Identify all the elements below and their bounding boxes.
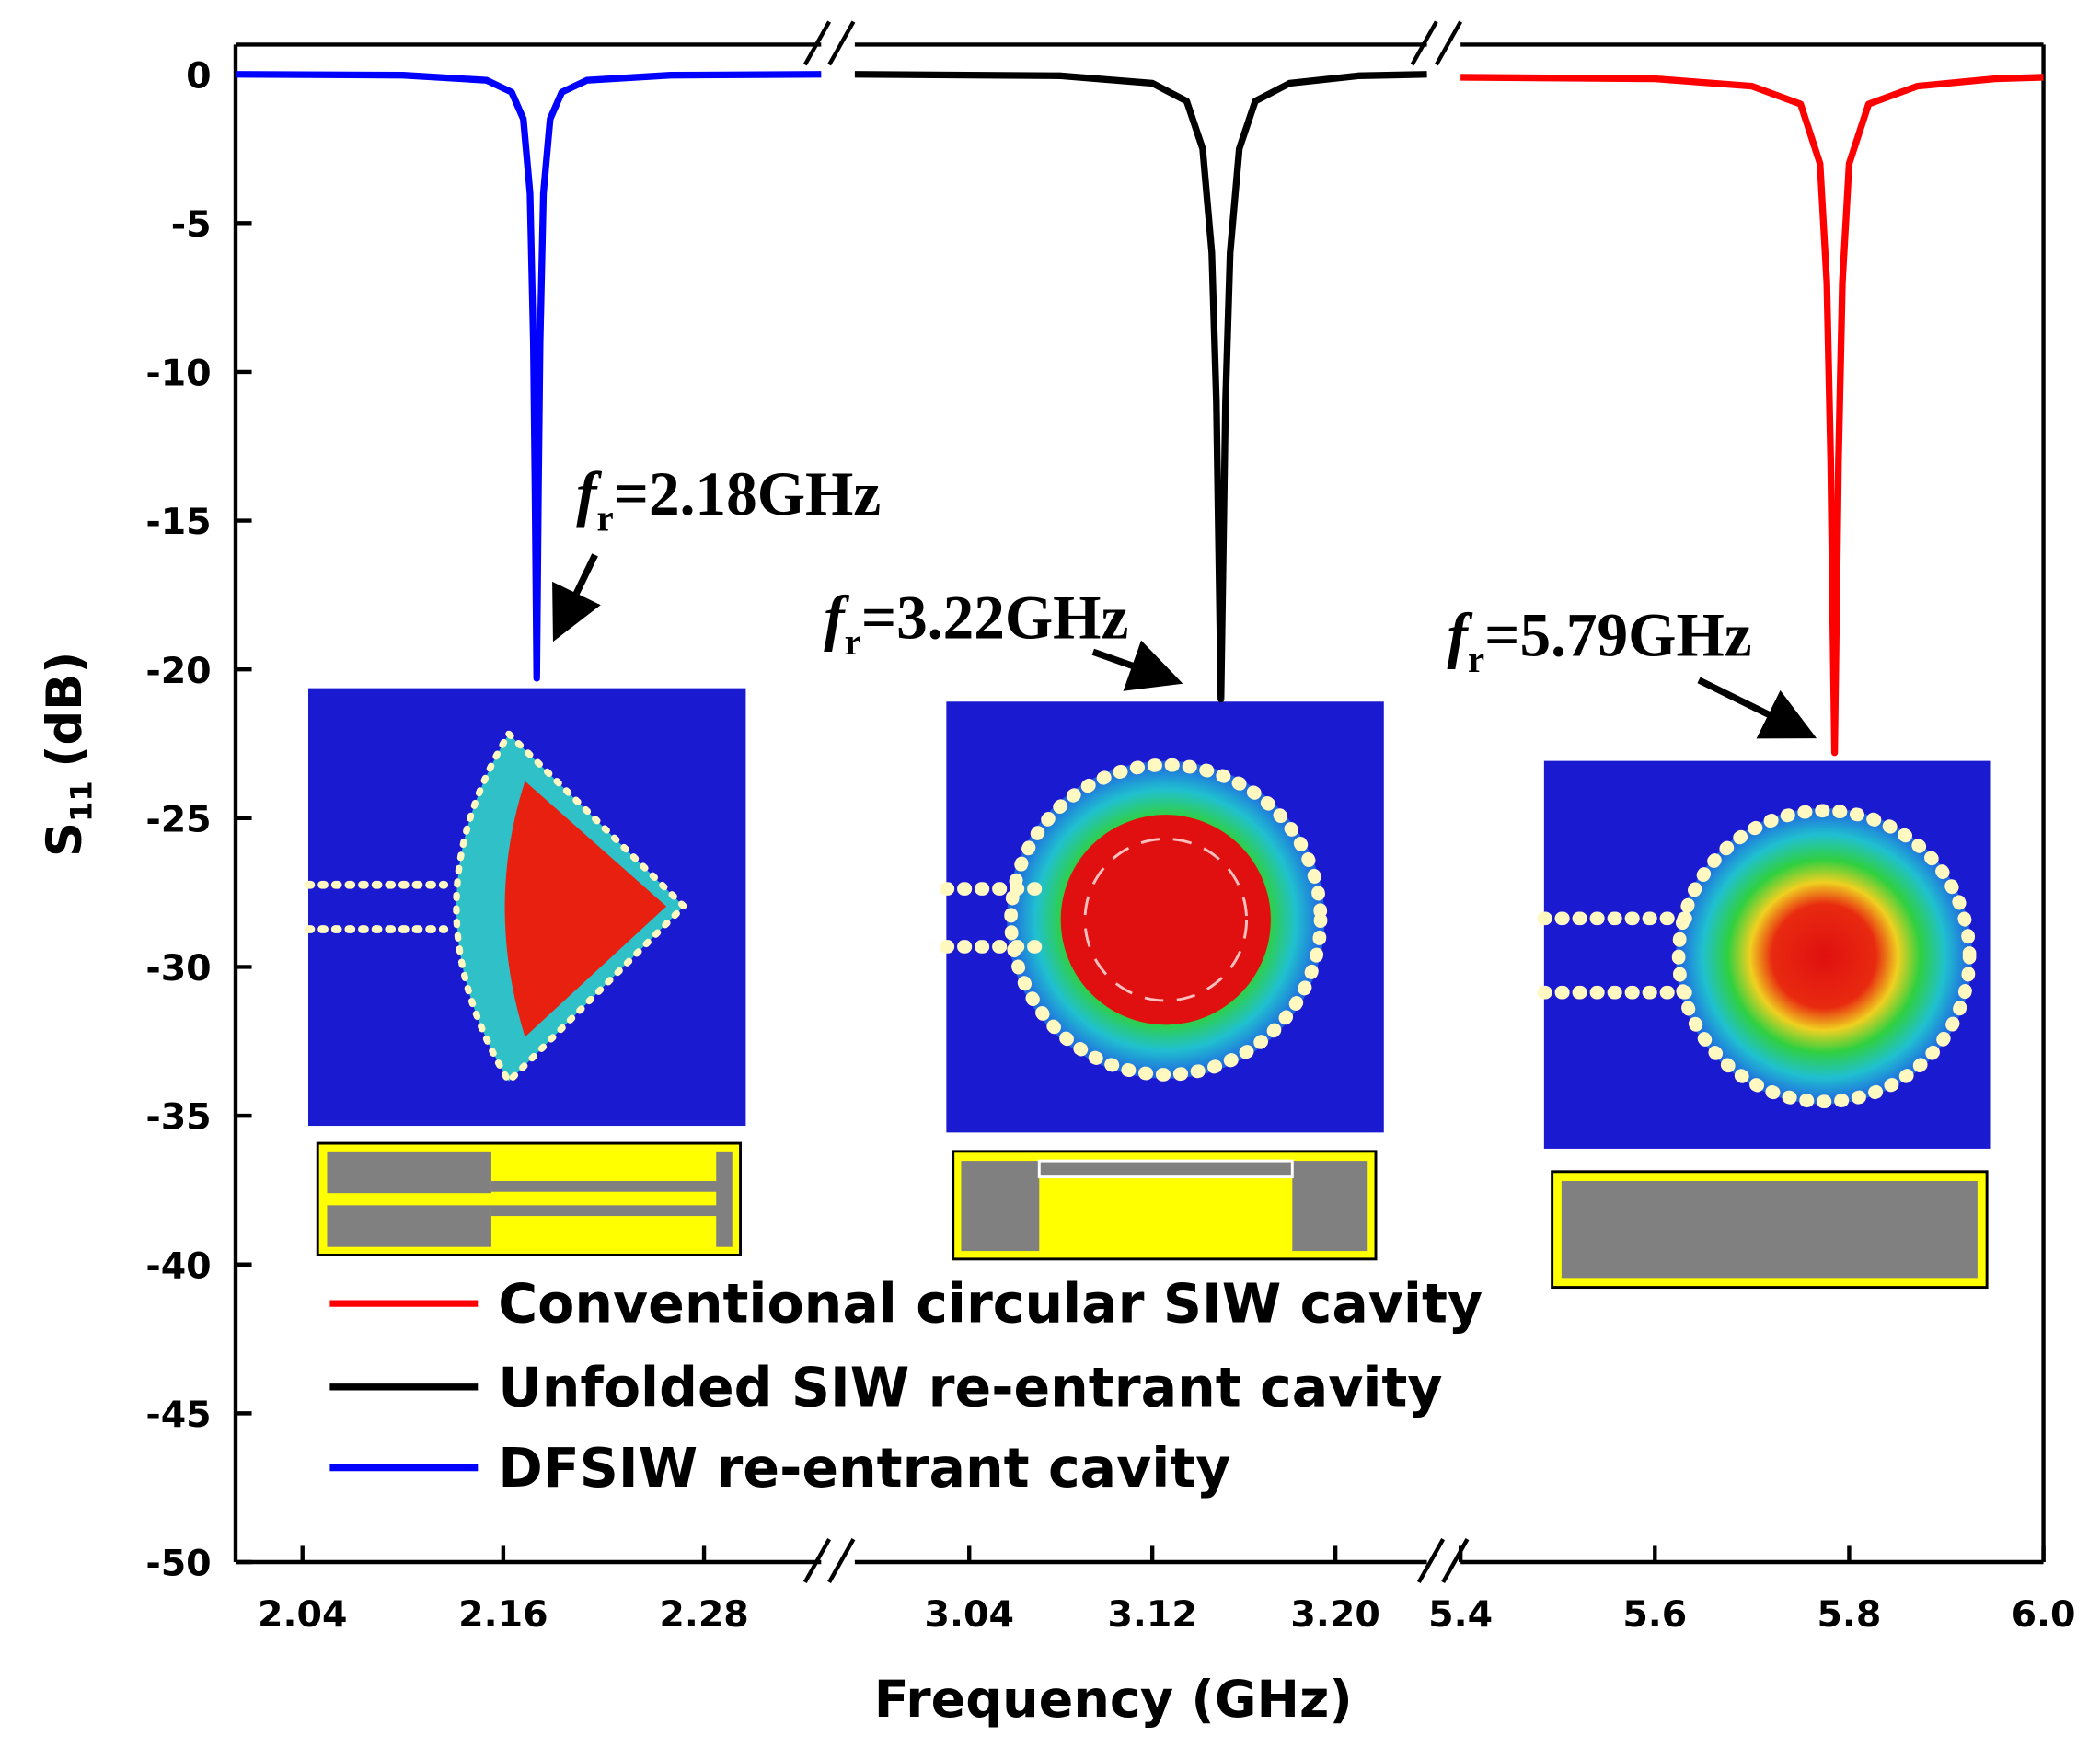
annotation: fr=3.22GHz (824, 584, 1128, 664)
inset-conventional (1537, 760, 1991, 1290)
y-tick-label: -50 (145, 1543, 211, 1585)
x-tick-label: 6.0 (2012, 1593, 2076, 1636)
y-tick-label: -20 (145, 650, 211, 692)
x-tick-label: 2.28 (659, 1593, 748, 1636)
x-tick-label: 5.6 (1622, 1593, 1687, 1636)
y-label-subscript: 11 (63, 781, 98, 822)
x-tick-label: 5.8 (1817, 1593, 1881, 1636)
legend-label: Conventional circular SIW cavity (498, 1273, 1483, 1336)
x-tick-label: 2.16 (458, 1593, 548, 1636)
y-tick-label: -15 (145, 501, 211, 543)
y-axis-label: S11 (dB) (37, 652, 99, 857)
y-tick-label: -5 (171, 203, 212, 246)
annotation-text: =3.22GHz (861, 584, 1129, 653)
annotation-subscript: r (596, 497, 613, 538)
x-tick-label: 5.4 (1428, 1593, 1493, 1636)
y-label-unit: (dB) (37, 652, 93, 768)
legend-label: Unfolded SIW re-entrant cavity (498, 1356, 1442, 1418)
x-tick-label: 3.04 (925, 1593, 1014, 1636)
legend-label: DFSIW re-entrant cavity (498, 1437, 1230, 1499)
inset-unfolded (940, 701, 1384, 1261)
y-tick-label: -45 (145, 1394, 211, 1436)
y-tick-label: -30 (145, 947, 211, 990)
series-line (854, 71, 1427, 703)
series-line (1460, 74, 2044, 757)
inset-dfsiw (304, 688, 746, 1256)
annotation-text: =5.79GHz (1484, 601, 1752, 670)
annotation-subscript: r (1468, 639, 1484, 680)
y-label-symbol: S (37, 822, 93, 857)
annotation: fr=2.18GHz (576, 459, 881, 539)
y-tick-label: -10 (145, 353, 211, 395)
x-tick-label: 2.04 (258, 1593, 347, 1636)
y-tick-label: 0 (186, 54, 211, 97)
annotation-subscript: r (845, 621, 861, 663)
arrows (552, 553, 1817, 739)
y-tick-label: -35 (145, 1096, 211, 1139)
x-tick-label: 3.12 (1107, 1593, 1196, 1636)
x-axis-label: Frequency (GHz) (874, 1670, 1353, 1730)
y-tick-label: -40 (145, 1244, 211, 1287)
annotation: fr=5.79GHz (1448, 601, 1752, 681)
annotation-text: =2.18GHz (614, 459, 882, 528)
x-tick-label: 3.20 (1290, 1593, 1379, 1636)
series-line (235, 71, 822, 682)
y-tick-label: -25 (145, 798, 211, 840)
